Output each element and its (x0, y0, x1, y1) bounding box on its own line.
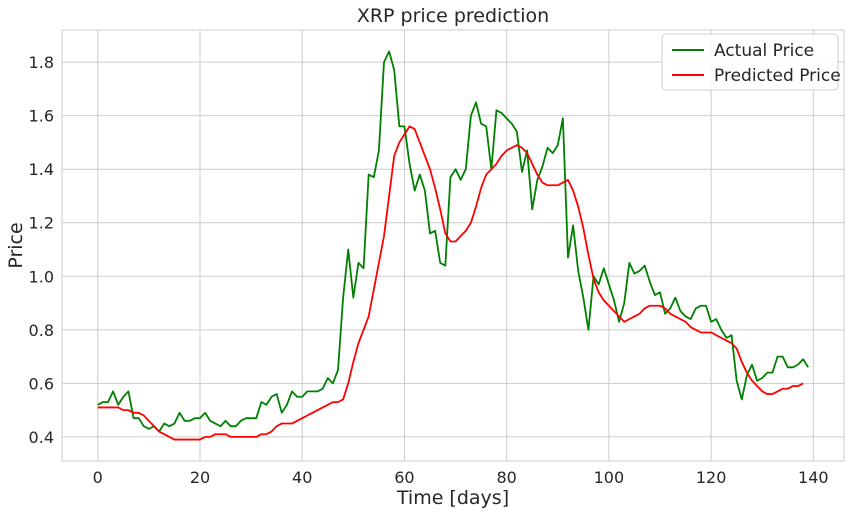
legend-label-predicted-price: Predicted Price (714, 66, 841, 86)
y-tick-label: 0.8 (29, 321, 54, 340)
x-tick-label: 0 (93, 468, 103, 487)
x-tick-label: 20 (190, 468, 210, 487)
x-axis-ticks: 0 20 40 60 80 100 120 140 (93, 468, 829, 487)
y-tick-label: 1.0 (29, 267, 54, 286)
x-tick-label: 140 (798, 468, 829, 487)
y-tick-label: 1.6 (29, 107, 54, 126)
legend-label-actual-price: Actual Price (714, 41, 814, 61)
y-axis-label: Price (5, 222, 27, 268)
y-tick-label: 1.4 (29, 160, 54, 179)
legend-box (661, 33, 839, 91)
x-axis-label: Time [days] (396, 487, 509, 509)
plot-area (61, 29, 845, 462)
series-line-predicted-price (97, 125, 804, 441)
x-tick-label: 120 (696, 468, 727, 487)
y-tick-label: 0.6 (29, 374, 54, 393)
x-tick-label: 40 (292, 468, 312, 487)
x-tick-label: 80 (496, 468, 516, 487)
chart-title: XRP price prediction (357, 5, 549, 27)
legend: Actual Price Predicted Price (661, 33, 841, 91)
x-tick-label: 60 (394, 468, 414, 487)
y-tick-label: 1.2 (29, 214, 54, 233)
gridlines (62, 30, 844, 461)
y-axis-ticks: 0.4 0.6 0.8 1.0 1.2 1.4 1.6 1.8 (29, 53, 54, 447)
y-tick-label: 1.8 (29, 53, 54, 72)
x-tick-label: 100 (594, 468, 625, 487)
y-tick-label: 0.4 (29, 428, 54, 447)
series-lines (97, 50, 809, 441)
series-line-actual-price (97, 50, 809, 433)
